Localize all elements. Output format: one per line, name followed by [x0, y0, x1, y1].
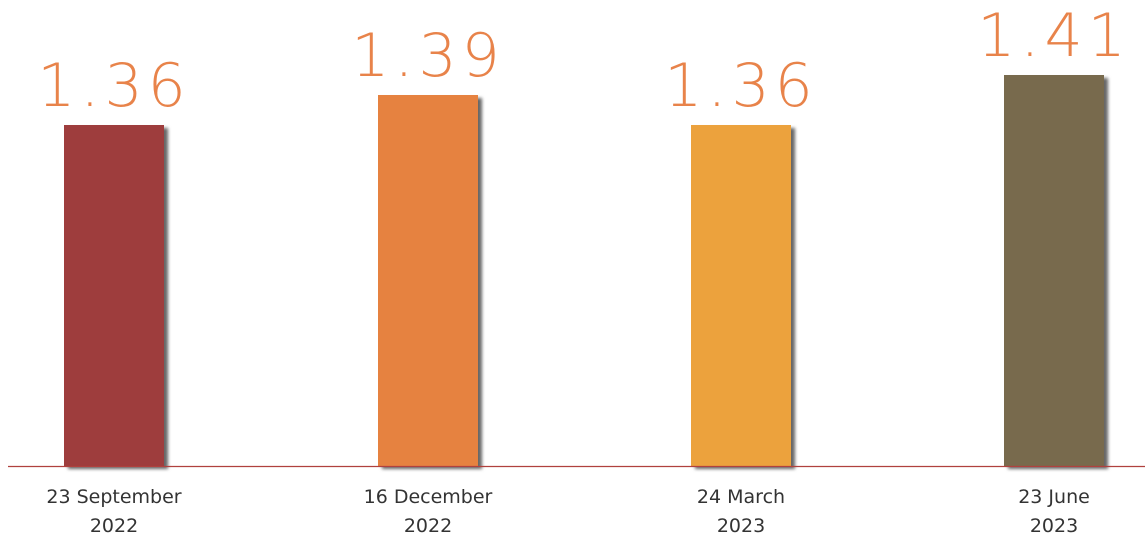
- category-label-4-line-1: 23 June: [1018, 486, 1090, 508]
- bars-group: [64, 75, 1104, 466]
- category-label-3-line-2: 2023: [717, 515, 765, 537]
- data-label-4: 1.41: [977, 1, 1131, 71]
- bar-1: [64, 125, 164, 466]
- category-labels-group: 23 September 2022 16 December 2022 24 March 2…: [46, 486, 1089, 537]
- category-label-3-line-1: 24 March: [697, 486, 785, 508]
- bar-3: [691, 125, 791, 466]
- category-label-1-line-1: 23 September: [46, 486, 181, 508]
- bar-4: [1004, 75, 1104, 466]
- bar-2: [378, 95, 478, 466]
- data-label-1: 1.36: [37, 51, 191, 121]
- data-label-3: 1.36: [664, 51, 818, 121]
- category-label-1-line-2: 2022: [90, 515, 138, 537]
- category-label-2-line-2: 2022: [404, 515, 452, 537]
- data-labels-group: 1.36 1.39 1.36 1.41: [37, 1, 1131, 121]
- category-label-4-line-2: 2023: [1030, 515, 1078, 537]
- category-label-2-line-1: 16 December: [364, 486, 493, 508]
- data-label-2: 1.39: [351, 21, 505, 91]
